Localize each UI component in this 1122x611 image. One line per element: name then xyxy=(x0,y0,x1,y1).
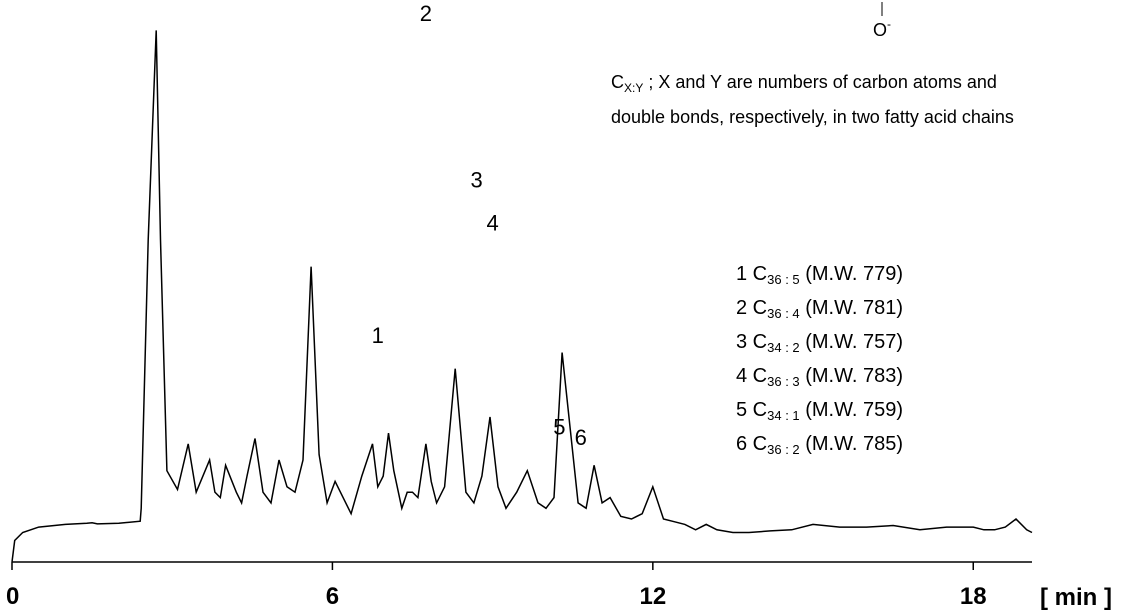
peak-legend: 1 C36 : 5 (M.W. 779) 2 C36 : 4 (M.W. 781)… xyxy=(736,263,903,457)
legend-entry-5: 5 C34 : 1 (M.W. 759) xyxy=(736,399,903,423)
peak-label-6: 6 xyxy=(575,425,587,450)
x-axis-ticks xyxy=(11,562,975,570)
x-axis-unit: [ min ] xyxy=(1040,584,1112,611)
x-tick-label-18: 18 xyxy=(960,583,987,610)
legend-entry-6: 6 C36 : 2 (M.W. 785) xyxy=(736,433,903,457)
legend-entry-3: 3 C34 : 2 (M.W. 757) xyxy=(736,331,903,355)
structure-atom-label: O- xyxy=(873,17,891,40)
peak-label-2: 2 xyxy=(420,1,432,26)
x-tick-label-12: 12 xyxy=(639,583,666,610)
notation-note-line1: CX:Y ; X and Y are numbers of carbon ato… xyxy=(611,72,997,95)
peak-label-5: 5 xyxy=(553,414,565,439)
legend-entry-1: 1 C36 : 5 (M.W. 779) xyxy=(736,263,903,287)
x-axis-tick-labels: 0 6 12 18 xyxy=(6,583,987,610)
legend-entry-2: 2 C36 : 4 (M.W. 781) xyxy=(736,297,903,321)
notation-note-line2: double bonds, respectively, in two fatty… xyxy=(611,107,1014,127)
chromatogram-trace xyxy=(11,30,1033,563)
peak-label-4: 4 xyxy=(487,210,499,235)
peak-label-1: 1 xyxy=(372,323,384,348)
peak-label-3: 3 xyxy=(470,167,482,192)
legend-entry-4: 4 C36 : 3 (M.W. 783) xyxy=(736,365,903,389)
x-tick-label-6: 6 xyxy=(326,583,339,610)
x-tick-label-0: 0 xyxy=(6,583,19,610)
